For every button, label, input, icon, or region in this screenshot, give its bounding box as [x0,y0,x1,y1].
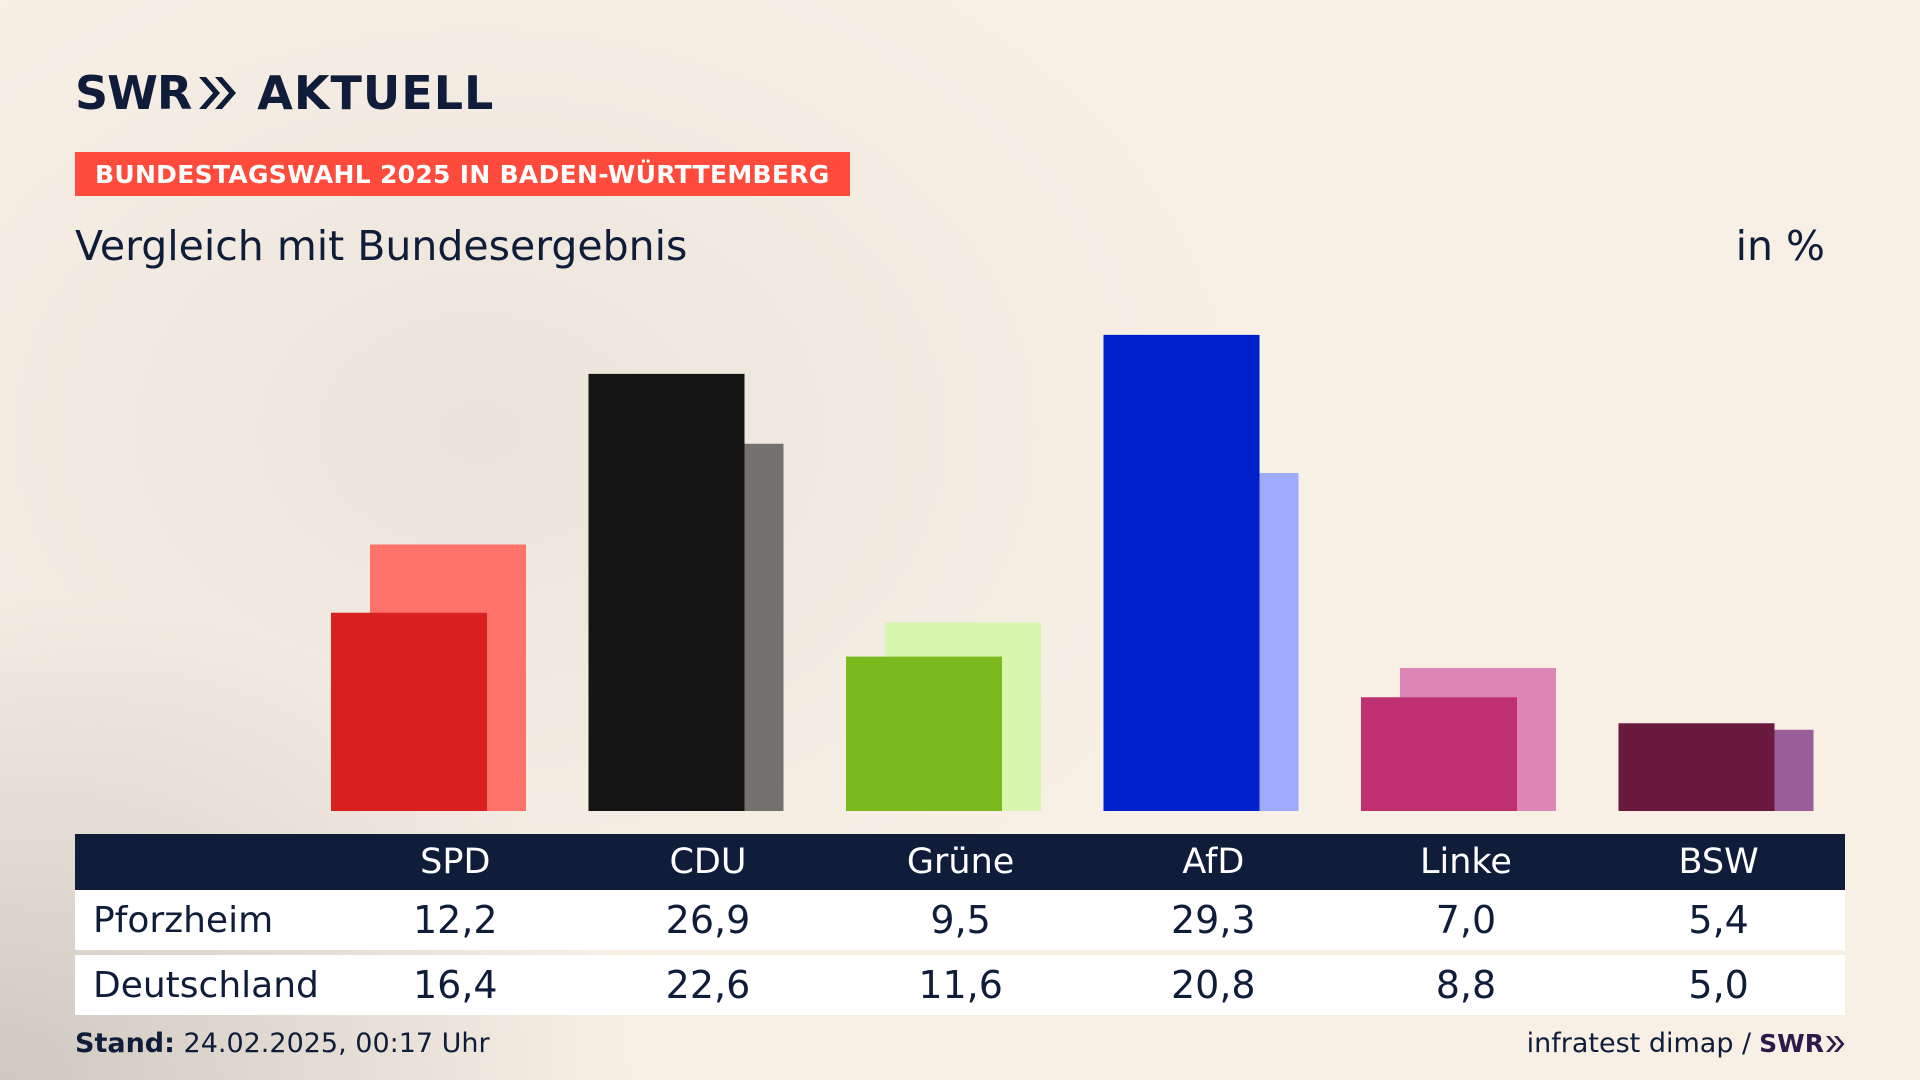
bar-pforzheim-gruene [846,656,1002,811]
election-badge: BUNDESTAGSWAHL 2025 IN BADEN-WÜRTTEMBERG [75,152,850,196]
bar-pforzheim-linke [1361,697,1517,811]
value-cell: 20,8 [1171,963,1256,1007]
value-cell: 7,0 [1435,898,1497,942]
row-label: Deutschland [93,964,319,1006]
footer-swr-logo: SWR [1759,1029,1824,1058]
value-cell: 29,3 [1171,898,1256,942]
logo-swr-text: SWR [75,66,192,120]
value-cell: 8,8 [1435,963,1497,1007]
timestamp: Stand: 24.02.2025, 00:17 Uhr [75,1028,490,1059]
header-cell-gruene: Grüne [906,842,1015,882]
bar-pforzheim-spd [331,612,487,811]
row-label: Pforzheim [93,899,274,941]
value-cell: 11,6 [918,963,1003,1007]
value-cell: 12,2 [412,898,498,942]
value-cell: 22,6 [665,963,751,1007]
unit-label: in % [1735,222,1825,270]
table-row-deutschland: Deutschland 16,4 22,6 11,6 20,8 8,8 5,0 [75,955,1845,1015]
swr-aktuell-logo: SWR AKTUELL [75,66,494,120]
value-cell: 26,9 [665,898,751,942]
results-table: SPD CDU Grüne AfD Linke BSW Pforzheim 12… [75,834,1845,1015]
stand-value: 24.02.2025, 00:17 Uhr [183,1028,490,1059]
double-chevron-icon [1826,1035,1845,1052]
header-cell-afd: AfD [1182,842,1245,882]
stand-label: Stand: [75,1028,175,1059]
header-cell-spd: SPD [420,842,491,882]
bar-chart [331,334,1814,811]
header-cell-linke: Linke [1419,842,1512,882]
bar-pforzheim-cdu [588,373,745,811]
header-empty-cell [75,834,329,890]
chart-subtitle: Vergleich mit Bundesergebnis [75,222,688,270]
double-chevron-icon [199,77,237,109]
value-cell: 5,4 [1688,898,1749,942]
bar-pforzheim-bsw [1618,723,1775,811]
bar-pforzheim-afd [1103,334,1260,811]
logo-aktuell-text: AKTUELL [257,66,495,120]
value-cell: 16,4 [412,963,498,1007]
value-cell: 9,5 [930,898,991,942]
source-text: infratest dimap / [1526,1028,1752,1059]
table-header: SPD CDU Grüne AfD Linke BSW [75,834,1845,890]
header-cell-bsw: BSW [1678,842,1759,882]
value-cell: 5,0 [1688,963,1749,1007]
table-row-pforzheim: Pforzheim 12,2 26,9 9,5 29,3 7,0 5,4 [75,890,1845,950]
header-cell-cdu: CDU [669,842,747,882]
source-credit: infratest dimap / SWR [1527,1028,1846,1059]
